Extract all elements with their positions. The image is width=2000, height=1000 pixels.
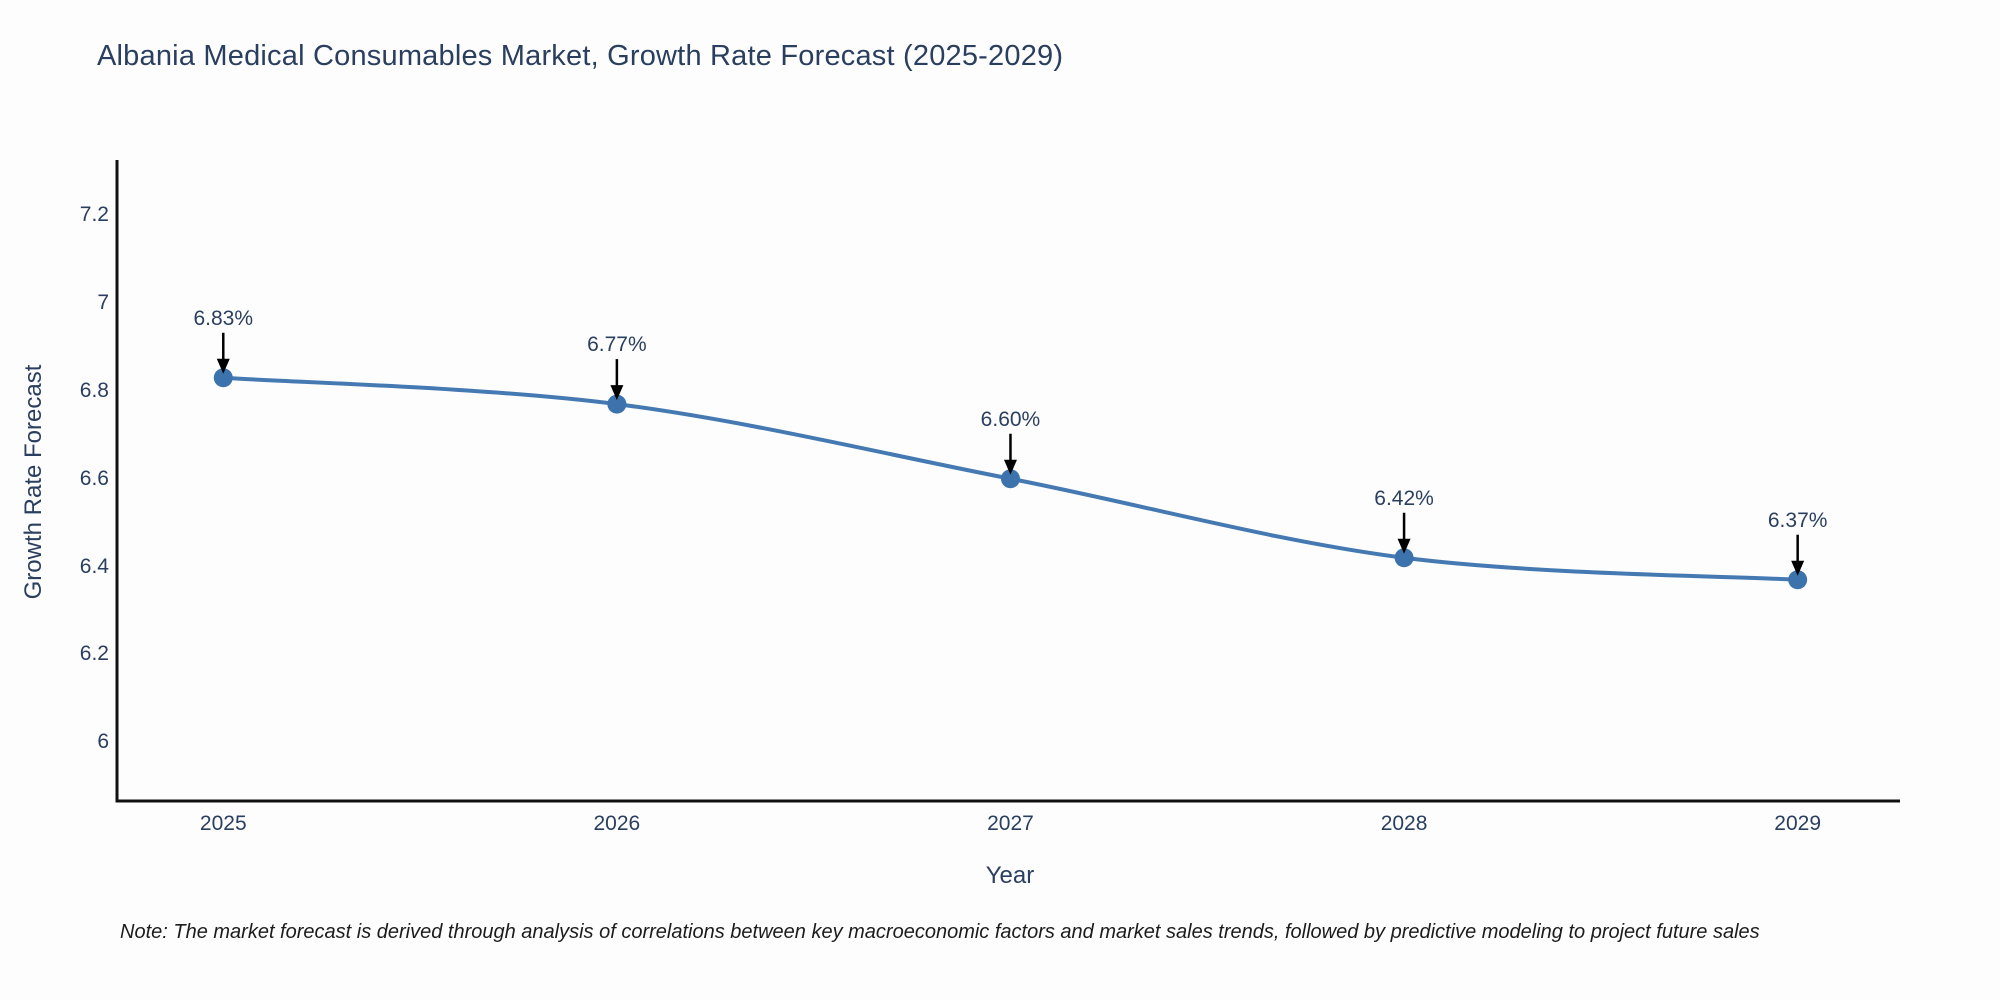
y-tick-label: 7 bbox=[97, 291, 109, 315]
x-tick-label: 2026 bbox=[593, 812, 641, 835]
x-tick-label: 2028 bbox=[1380, 812, 1428, 835]
x-tick-label: 2027 bbox=[987, 812, 1034, 835]
point-annotation: 6.83% bbox=[193, 306, 254, 330]
y-tick-label: 6.4 bbox=[79, 554, 109, 578]
chart-title: Albania Medical Consumables Market, Grow… bbox=[97, 40, 1064, 72]
point-annotation: 6.42% bbox=[1374, 486, 1434, 510]
footnote: Note: The market forecast is derived thr… bbox=[120, 921, 1760, 943]
annotation-arrowhead bbox=[1791, 560, 1805, 576]
y-tick-label: 6.2 bbox=[79, 642, 109, 666]
y-tick-label: 6.8 bbox=[79, 378, 109, 402]
data-point-marker[interactable] bbox=[1788, 570, 1808, 590]
data-point-marker[interactable] bbox=[1000, 469, 1020, 489]
y-tick-label: 7.2 bbox=[79, 203, 109, 227]
point-annotation: 6.37% bbox=[1767, 508, 1828, 532]
annotation-arrowhead bbox=[216, 358, 230, 374]
data-point-marker[interactable] bbox=[607, 394, 627, 414]
y-tick-label: 6.6 bbox=[79, 466, 109, 490]
point-annotation: 6.77% bbox=[587, 333, 647, 357]
y-tick-label: 6 bbox=[97, 730, 109, 754]
y-axis-title: Growth Rate Forecast bbox=[20, 364, 47, 600]
annotation-arrowhead bbox=[1003, 459, 1017, 475]
data-point-marker[interactable] bbox=[1394, 548, 1414, 568]
data-point-marker[interactable] bbox=[213, 368, 233, 388]
x-axis-title: Year bbox=[985, 862, 1035, 889]
x-tick-label: 2029 bbox=[1774, 812, 1822, 835]
x-tick-label: 2025 bbox=[199, 812, 247, 835]
annotation-arrowhead bbox=[1397, 538, 1411, 554]
annotation-arrowhead bbox=[610, 385, 624, 401]
point-annotation: 6.60% bbox=[980, 407, 1041, 431]
